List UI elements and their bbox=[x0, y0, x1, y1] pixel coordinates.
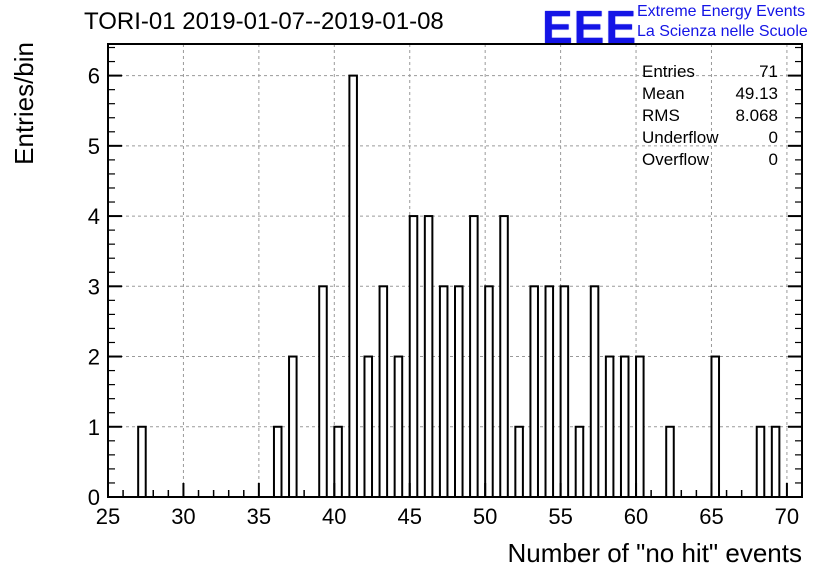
x-tick-label: 40 bbox=[322, 504, 346, 529]
histogram-bar bbox=[484, 285, 494, 499]
y-tick-label: 2 bbox=[88, 345, 100, 370]
histogram-bar bbox=[363, 355, 374, 498]
histogram-bar bbox=[393, 355, 404, 498]
y-tick-label: 4 bbox=[88, 204, 100, 229]
histogram-bar bbox=[378, 285, 389, 499]
histogram-bar bbox=[574, 425, 585, 499]
logo-subtitle-line2: La Scienza nelle Scuole bbox=[637, 23, 808, 40]
histogram-bar bbox=[333, 425, 343, 499]
x-tick-label: 50 bbox=[473, 504, 497, 529]
histogram-bar bbox=[665, 425, 675, 499]
histogram-bar bbox=[469, 215, 479, 498]
stat-label: Overflow bbox=[642, 150, 710, 169]
x-tick-label: 55 bbox=[548, 504, 572, 529]
x-axis-label: Number of "no hit" events bbox=[508, 538, 803, 568]
histogram-bar bbox=[272, 425, 283, 499]
histogram-bar bbox=[604, 355, 615, 498]
histogram-bar bbox=[408, 215, 419, 498]
stat-value: 0 bbox=[769, 128, 778, 147]
stat-label: RMS bbox=[642, 106, 680, 125]
histogram-bar bbox=[499, 215, 509, 498]
histogram-bars bbox=[137, 74, 781, 499]
histogram-bar bbox=[710, 355, 721, 498]
histogram-bar bbox=[288, 355, 298, 498]
stat-value: 0 bbox=[769, 150, 778, 169]
histogram-bar bbox=[438, 285, 449, 499]
stat-label: Underflow bbox=[642, 128, 719, 147]
stat-label: Mean bbox=[642, 84, 685, 103]
histogram-bar bbox=[770, 425, 781, 499]
y-tick-label: 0 bbox=[88, 485, 100, 510]
stats-box: Entries 71 Mean 49.13 RMS 8.068 Underflow 0 Over… bbox=[642, 62, 778, 169]
histogram-bar bbox=[423, 215, 434, 498]
histogram-bar bbox=[559, 285, 570, 499]
histogram-bar bbox=[514, 425, 524, 499]
y-tick-label: 6 bbox=[88, 64, 100, 89]
histogram-bar bbox=[544, 285, 555, 499]
stat-value: 8.068 bbox=[735, 106, 778, 125]
logo-subtitle-line1: Extreme Energy Events bbox=[637, 3, 806, 20]
x-tick-label: 60 bbox=[624, 504, 648, 529]
histogram-bar bbox=[454, 285, 464, 499]
y-tick-label: 3 bbox=[88, 274, 100, 299]
histogram-bar bbox=[755, 425, 766, 499]
chart-title: TORI-01 2019-01-07--2019-01-08 bbox=[84, 8, 444, 35]
histogram-bar bbox=[635, 355, 645, 498]
stat-value: 71 bbox=[759, 62, 778, 81]
x-tick-label: 65 bbox=[699, 504, 723, 529]
stat-value: 49.13 bbox=[735, 84, 778, 103]
x-tick-label: 70 bbox=[775, 504, 799, 529]
histogram-bar bbox=[589, 285, 600, 499]
y-tick-label: 5 bbox=[88, 134, 100, 159]
y-tick-label: 1 bbox=[88, 415, 100, 440]
x-tick-label: 35 bbox=[247, 504, 271, 529]
histogram-bar bbox=[348, 74, 358, 499]
y-axis-label: Entries/bin bbox=[9, 42, 39, 165]
x-tick-label: 45 bbox=[397, 504, 421, 529]
grid-lines bbox=[108, 44, 802, 497]
histogram-bar bbox=[318, 285, 328, 499]
histogram-bar bbox=[619, 355, 630, 498]
x-tick-label: 25 bbox=[96, 504, 120, 529]
histogram-bar bbox=[137, 425, 147, 499]
stat-label: Entries bbox=[642, 62, 695, 81]
histogram-bar bbox=[529, 285, 539, 499]
x-tick-label: 30 bbox=[171, 504, 195, 529]
